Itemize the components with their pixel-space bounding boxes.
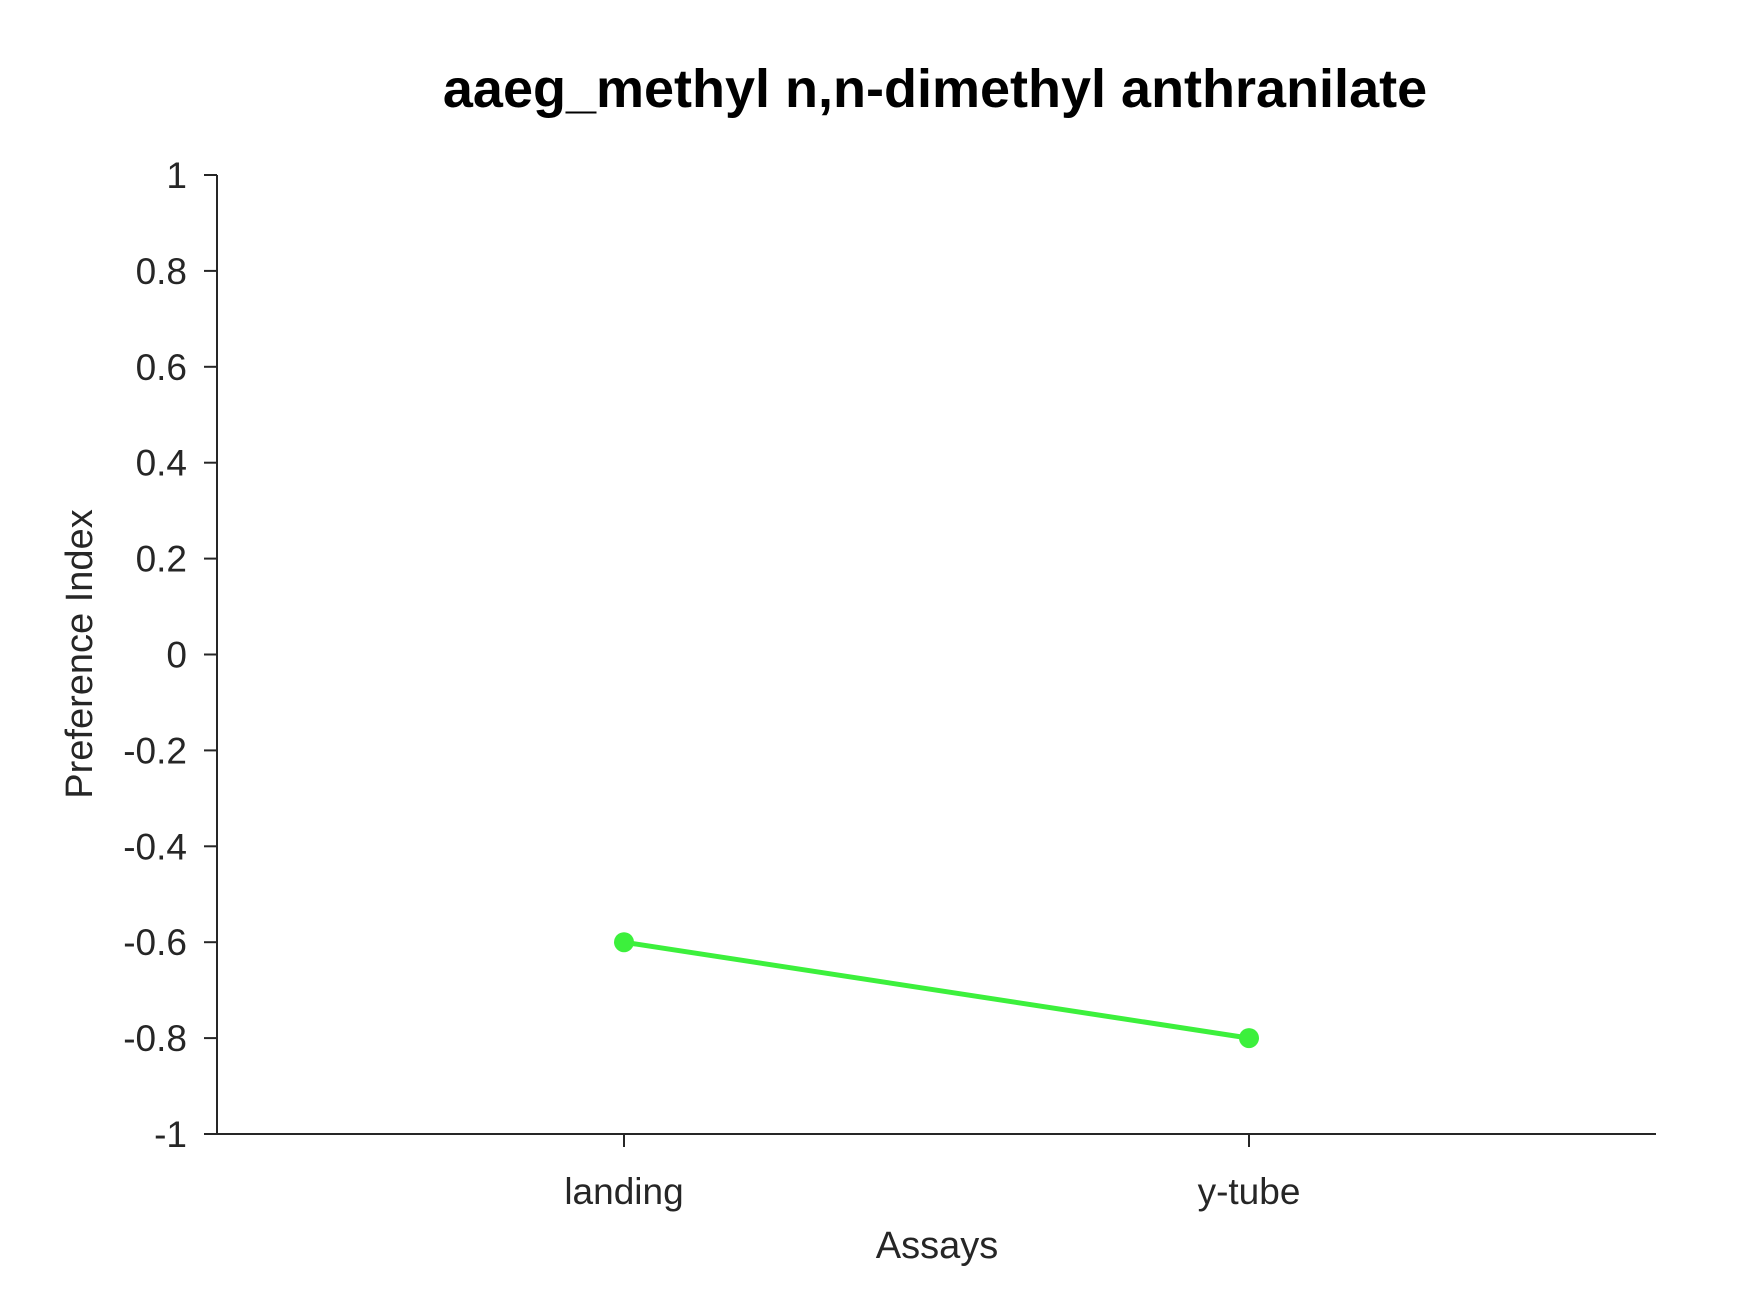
- y-axis-ticks: 1 0.8 0.6 0.4 0.2 0 -0.2 -0.4 -0.6 -0.8 -1: [123, 155, 217, 1155]
- data-point: [614, 932, 634, 953]
- y-tick-label: 0: [166, 635, 187, 676]
- y-tick-label: -1: [154, 1114, 187, 1155]
- x-tick-label: y-tube: [1198, 1171, 1301, 1212]
- chart-title: aaeg_methyl n,n-dimethyl anthranilate: [443, 59, 1427, 119]
- y-tick-label: -0.6: [123, 922, 187, 963]
- y-tick-label: -0.2: [123, 730, 187, 771]
- x-axis-ticks: landing y-tube: [564, 1134, 1300, 1212]
- y-tick-label: 1: [166, 155, 187, 196]
- data-point: [1239, 1028, 1259, 1049]
- series-layer: [614, 932, 1259, 1049]
- series-line: [621, 939, 1252, 1041]
- y-tick-label: 0.8: [136, 251, 187, 292]
- y-tick-label: 0.4: [136, 443, 187, 484]
- y-tick-label: -0.4: [123, 826, 187, 867]
- y-tick-label: 0.2: [136, 539, 187, 580]
- y-axis-label: Preference Index: [59, 509, 101, 798]
- y-tick-label: -0.8: [123, 1018, 187, 1059]
- x-tick-label: landing: [564, 1171, 683, 1212]
- y-tick-label: 0.6: [136, 347, 187, 388]
- x-axis-label: Assays: [876, 1225, 998, 1267]
